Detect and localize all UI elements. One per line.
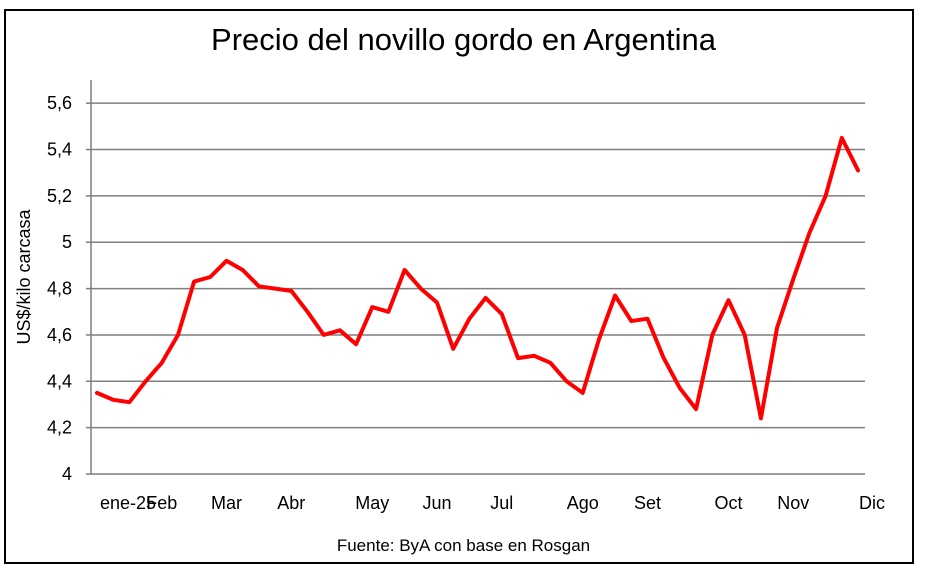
series-line [95,135,860,421]
chart-title: Precio del novillo gordo en Argentina [211,22,716,57]
x-tick-label: Mar [211,493,242,513]
y-tick-label: 4 [62,464,72,484]
y-tick-label: 4,8 [47,279,72,299]
y-tick-labels: 4 4,2 4,4 4,6 4,8 5 5,2 5,4 5,6 [47,93,72,484]
x-tick-label: Abr [277,493,305,513]
gridlines [91,102,865,429]
x-tick-label: Jul [490,493,513,513]
x-tick-label: Nov [777,493,809,513]
y-axis-label: US$/kilo carcasa [14,208,34,344]
x-tick-label: Oct [714,493,742,513]
series-layer [95,135,860,421]
y-tick-label: 5,2 [47,186,72,206]
y-tick-label: 4,2 [47,418,72,438]
x-tick-label: Ago [567,493,599,513]
x-tick-label: May [355,493,389,513]
chart-source: Fuente: ByA con base en Rosgan [336,536,591,555]
x-tick-label: Jun [423,493,452,513]
axes [86,80,865,475]
x-tick-label: Feb [146,493,177,513]
y-tick-label: 5,6 [47,93,72,113]
x-tick-label: ene-25 [100,493,156,513]
x-tick-label: Set [634,493,661,513]
chart-frame [4,9,914,564]
y-tick-label: 4,6 [47,325,72,345]
y-tick-label: 4,4 [47,371,72,391]
y-tick-label: 5 [62,232,72,252]
y-tick-label: 5,4 [47,140,72,160]
x-tick-label: Dic [859,493,885,513]
